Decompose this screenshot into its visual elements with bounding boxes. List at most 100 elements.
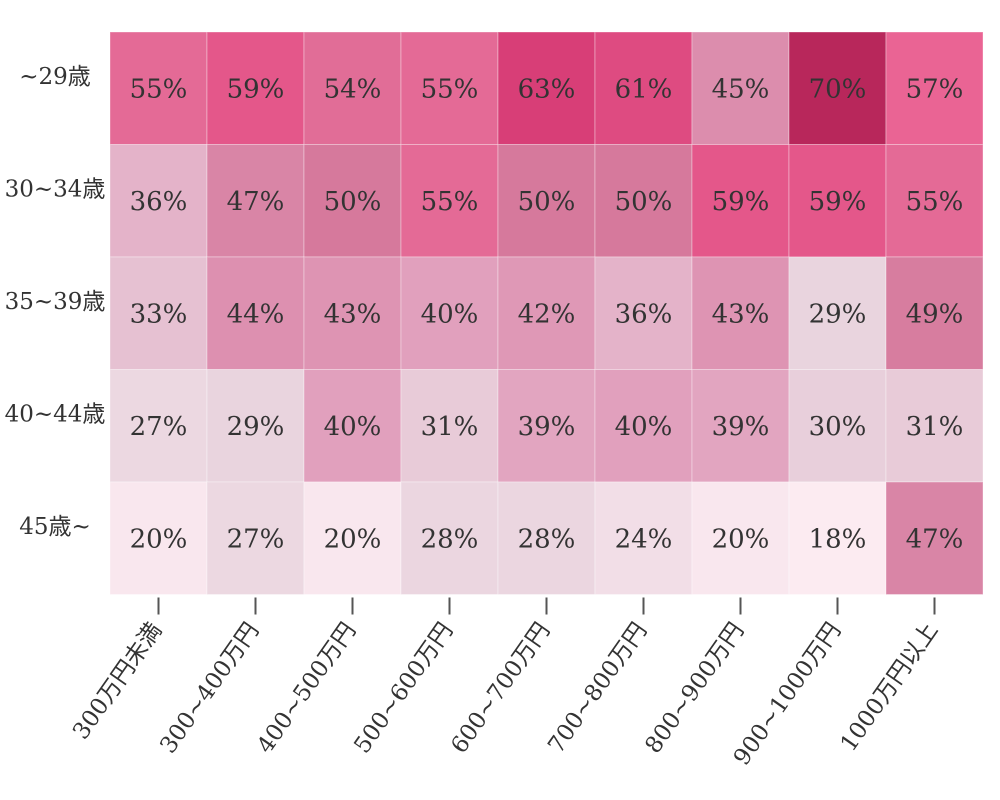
column-label: 500~600万円 bbox=[349, 618, 458, 758]
heatmap-cell bbox=[109, 481, 208, 595]
heatmap-cell bbox=[594, 31, 693, 145]
heatmap-cell bbox=[788, 144, 887, 258]
column-label: 800~900万円 bbox=[640, 618, 749, 758]
cell-value-label: 45% bbox=[712, 74, 770, 104]
column-label: 600~700万円 bbox=[446, 618, 555, 758]
heatmap-cell bbox=[109, 144, 208, 258]
heatmap-cell bbox=[885, 256, 984, 370]
cell-value-label: 29% bbox=[809, 299, 867, 329]
heatmap-cells bbox=[109, 31, 984, 595]
cell-value-label: 59% bbox=[712, 187, 770, 217]
cell-value-label: 36% bbox=[615, 299, 673, 329]
column-labels: 300万円未満300~400万円400~500万円500~600万円600~70… bbox=[68, 618, 943, 770]
cell-value-label: 61% bbox=[615, 74, 673, 104]
cell-value-label: 47% bbox=[906, 524, 964, 554]
cell-value-label: 29% bbox=[227, 412, 285, 442]
cell-value-label: 20% bbox=[712, 524, 770, 554]
row-label: 35~39歳 bbox=[5, 289, 106, 315]
cell-value-label: 55% bbox=[421, 74, 479, 104]
heatmap-cell bbox=[400, 481, 499, 595]
cell-value-label: 27% bbox=[227, 524, 285, 554]
cell-value-label: 50% bbox=[324, 187, 382, 217]
cell-value-label: 20% bbox=[324, 524, 382, 554]
heatmap-cell bbox=[109, 256, 208, 370]
cell-value-label: 18% bbox=[809, 524, 867, 554]
cell-value-label: 36% bbox=[130, 187, 188, 217]
heatmap-cell bbox=[497, 256, 596, 370]
column-label: 300万円未満 bbox=[68, 618, 167, 744]
heatmap-cell bbox=[497, 144, 596, 258]
cell-value-label: 39% bbox=[518, 412, 576, 442]
heatmap-cell bbox=[400, 256, 499, 370]
column-label: 1000万円以上 bbox=[836, 618, 944, 756]
cell-value-label: 28% bbox=[421, 524, 479, 554]
cell-value-label: 70% bbox=[809, 74, 867, 104]
cell-value-label: 49% bbox=[906, 299, 964, 329]
column-label: 300~400万円 bbox=[155, 618, 264, 758]
heatmap-cell bbox=[691, 144, 790, 258]
cell-value-label: 43% bbox=[324, 299, 382, 329]
heatmap-cell bbox=[303, 256, 402, 370]
heatmap-cell bbox=[885, 369, 984, 483]
cell-value-label: 33% bbox=[130, 299, 188, 329]
heatmap-cell bbox=[400, 144, 499, 258]
heatmap-cell bbox=[691, 481, 790, 595]
row-label: 40~44歳 bbox=[5, 402, 106, 428]
cell-value-label: 40% bbox=[324, 412, 382, 442]
heatmap-cell bbox=[788, 369, 887, 483]
cell-value-label: 55% bbox=[906, 187, 964, 217]
cell-value-label: 54% bbox=[324, 74, 382, 104]
cell-value-label: 55% bbox=[421, 187, 479, 217]
cell-value-label: 30% bbox=[809, 412, 867, 442]
column-label: 900~1000万円 bbox=[729, 618, 846, 770]
heatmap-cell bbox=[206, 369, 305, 483]
heatmap-cell bbox=[594, 144, 693, 258]
heatmap-cell bbox=[400, 369, 499, 483]
heatmap-cell bbox=[303, 144, 402, 258]
cell-value-label: 57% bbox=[906, 74, 964, 104]
cell-value-label: 50% bbox=[518, 187, 576, 217]
column-label: 700~800万円 bbox=[543, 618, 652, 758]
cell-value-label: 39% bbox=[712, 412, 770, 442]
cell-value-label: 59% bbox=[809, 187, 867, 217]
cell-value-label: 28% bbox=[518, 524, 576, 554]
cell-value-label: 27% bbox=[130, 412, 188, 442]
cell-value-label: 42% bbox=[518, 299, 576, 329]
heatmap-cell bbox=[206, 256, 305, 370]
heatmap-cell bbox=[303, 31, 402, 145]
row-label: 30~34歳 bbox=[5, 177, 106, 203]
heatmap-cell bbox=[206, 31, 305, 145]
cell-value-label: 43% bbox=[712, 299, 770, 329]
heatmap-cell bbox=[788, 31, 887, 145]
heatmap-cell bbox=[400, 31, 499, 145]
cell-value-label: 31% bbox=[906, 412, 964, 442]
column-label: 400~500万円 bbox=[252, 618, 361, 758]
heatmap-cell bbox=[691, 256, 790, 370]
heatmap-cell bbox=[303, 481, 402, 595]
heatmap-cell-labels: 55% 59% 54% 55% 63% 61% 45% 70% 57% 36% 47% 50% 55% 5… bbox=[130, 74, 964, 554]
cell-value-label: 20% bbox=[130, 524, 188, 554]
cell-value-label: 47% bbox=[227, 187, 285, 217]
heatmap-cell bbox=[594, 481, 693, 595]
heatmap-cell bbox=[885, 144, 984, 258]
row-labels: ~29歳 30~34歳 35~39歳 40~44歳 45歳~ bbox=[5, 64, 106, 540]
heatmap-cell bbox=[109, 31, 208, 145]
row-label: ~29歳 bbox=[19, 64, 91, 90]
column-ticks bbox=[157, 597, 936, 615]
heatmap-cell bbox=[206, 481, 305, 595]
heatmap-cell bbox=[109, 369, 208, 483]
heatmap-cell bbox=[497, 481, 596, 595]
cell-value-label: 50% bbox=[615, 187, 673, 217]
cell-value-label: 44% bbox=[227, 299, 285, 329]
heatmap-cell bbox=[885, 481, 984, 595]
cell-value-label: 24% bbox=[615, 524, 673, 554]
cell-value-label: 63% bbox=[518, 74, 576, 104]
cell-value-label: 40% bbox=[615, 412, 673, 442]
cell-value-label: 40% bbox=[421, 299, 479, 329]
row-label: 45歳~ bbox=[19, 514, 91, 540]
cell-value-label: 31% bbox=[421, 412, 479, 442]
heatmap-cell bbox=[497, 31, 596, 145]
cell-value-label: 55% bbox=[130, 74, 188, 104]
cell-value-label: 59% bbox=[227, 74, 285, 104]
